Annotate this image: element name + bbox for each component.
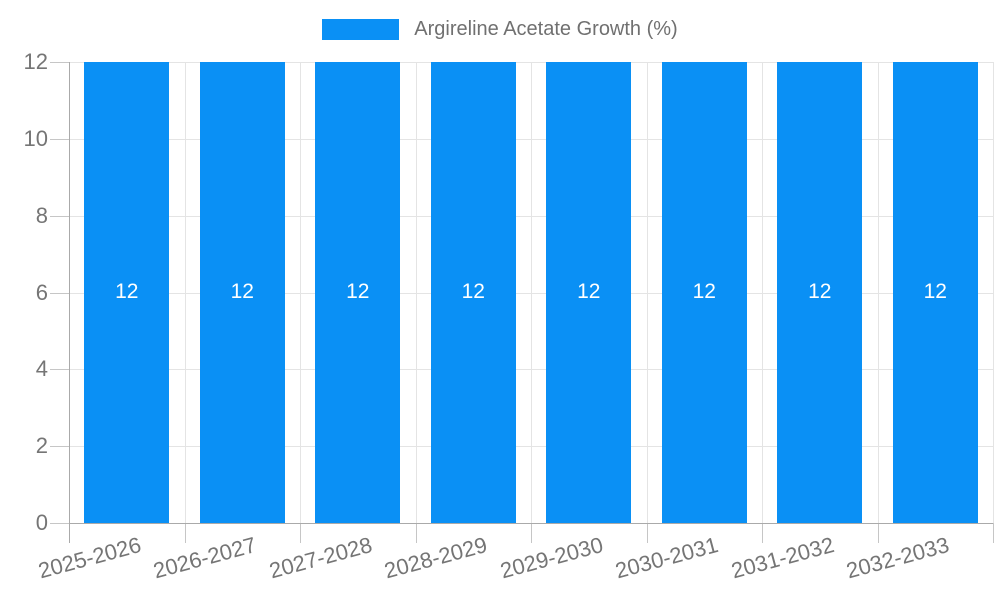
x-axis-label: 2025-2026 [35, 532, 144, 584]
x-axis-label: 2029-2030 [497, 532, 606, 584]
y-axis-tick [50, 62, 69, 63]
y-axis-tick [50, 292, 69, 294]
x-axis-line [69, 523, 993, 524]
bar[interactable]: 12 [315, 62, 401, 523]
y-axis-label: 10 [23, 125, 48, 151]
y-axis-label: 0 [35, 510, 48, 535]
gridline-vertical [877, 62, 879, 523]
x-axis-tick [415, 523, 417, 543]
y-axis-label: 4 [35, 356, 48, 382]
x-axis-label: 2032-2033 [843, 532, 952, 584]
x-axis-label: 2031-2032 [728, 532, 837, 584]
bar[interactable]: 12 [430, 62, 516, 523]
y-axis-label: 6 [35, 279, 48, 305]
y-axis-tick [50, 138, 69, 140]
x-axis-tick [762, 523, 763, 543]
gridline-vertical [993, 62, 994, 523]
gridline-vertical [415, 62, 417, 523]
y-axis-tick [50, 215, 69, 217]
y-axis-label: 8 [35, 202, 48, 228]
bar-value-label: 12 [346, 279, 370, 303]
gridline-vertical [531, 62, 532, 523]
x-axis-label: 2026-2027 [150, 532, 259, 584]
x-axis-label: 2030-2031 [612, 532, 721, 584]
x-axis-label: 2027-2028 [266, 532, 375, 584]
bar[interactable]: 12 [777, 62, 863, 523]
gridline-vertical [184, 62, 186, 523]
bar-value-label: 12 [115, 279, 139, 303]
gridline-vertical [300, 62, 301, 523]
bar[interactable]: 12 [84, 62, 170, 523]
bar[interactable]: 12 [546, 62, 632, 523]
bar-value-label: 12 [577, 279, 601, 303]
y-axis-tick [50, 369, 69, 371]
x-axis-label: 2028-2029 [381, 532, 490, 584]
bar-value-label: 12 [923, 279, 947, 303]
y-axis-line [69, 62, 70, 543]
gridline-vertical [762, 62, 763, 523]
x-axis-tick [877, 523, 879, 543]
bar[interactable]: 12 [199, 62, 285, 523]
y-axis-label: 2 [35, 433, 48, 459]
y-axis-tick [50, 523, 69, 524]
bar-value-label: 12 [808, 279, 832, 303]
x-axis-tick [300, 523, 301, 543]
x-axis-tick [993, 523, 994, 543]
y-axis-label: 12 [23, 49, 48, 74]
y-axis-tick [50, 446, 69, 448]
x-axis-tick [531, 523, 532, 543]
x-axis-tick [184, 523, 186, 543]
legend[interactable]: Argireline Acetate Growth (%) [0, 18, 1000, 41]
bar-value-label: 12 [230, 279, 254, 303]
bar-value-label: 12 [692, 279, 716, 303]
x-axis-tick [646, 523, 648, 543]
legend-swatch[interactable] [322, 19, 400, 40]
bar[interactable]: 12 [892, 62, 978, 523]
legend-label: Argireline Acetate Growth (%) [414, 18, 678, 40]
bar-value-label: 12 [461, 279, 485, 303]
bar[interactable]: 12 [661, 62, 747, 523]
gridline-vertical [646, 62, 648, 523]
